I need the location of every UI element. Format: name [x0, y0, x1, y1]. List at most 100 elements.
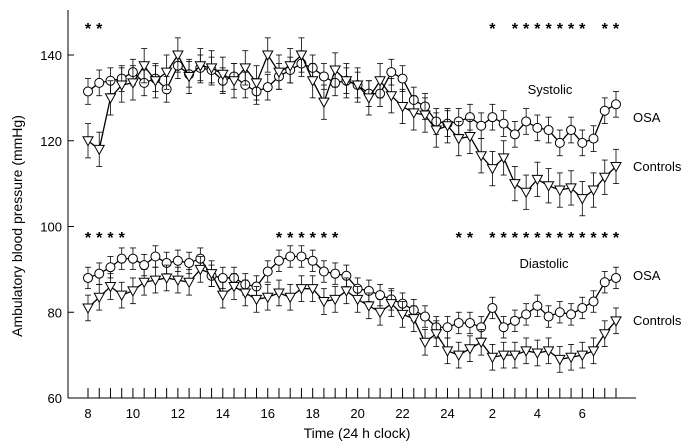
annotations: Systolic Diastolic OSA Controls OSA Cont…	[519, 82, 681, 328]
data-point-circle	[554, 137, 565, 148]
data-point-circle	[521, 309, 532, 320]
legend-diastolic-osa: OSA	[633, 268, 661, 283]
data-point-triangle	[565, 352, 577, 364]
data-point-triangle	[172, 50, 184, 62]
data-point-triangle	[441, 121, 454, 132]
data-point-triangle	[295, 284, 308, 295]
data-point-circle	[476, 120, 487, 131]
data-point-triangle	[598, 329, 611, 340]
data-point-triangle	[82, 303, 94, 314]
data-point-circle	[172, 255, 183, 266]
data-point-circle	[487, 112, 498, 123]
significance-asterisk-diastolic: *	[568, 230, 575, 247]
data-point-triangle	[587, 346, 600, 357]
data-point-circle	[588, 133, 599, 144]
data-point-triangle	[138, 277, 151, 289]
data-point-triangle	[430, 329, 443, 340]
data-point-circle	[577, 302, 588, 313]
legend-systolic-controls: Controls	[633, 159, 682, 174]
significance-asterisk-diastolic: *	[579, 230, 586, 247]
data-point-circle	[307, 255, 318, 266]
data-point-circle	[611, 272, 621, 283]
data-point-circle	[127, 253, 138, 264]
x-axis-label: Time (24 h clock)	[304, 425, 411, 441]
data-point-triangle	[228, 76, 240, 87]
significance-asterisk-systolic: *	[512, 21, 519, 38]
data-point-triangle	[520, 187, 532, 199]
data-point-triangle	[228, 282, 240, 293]
significance-asterisk-systolic: *	[568, 21, 575, 38]
data-point-triangle	[385, 91, 398, 102]
data-point-triangle	[104, 93, 117, 104]
data-point-circle	[543, 125, 554, 136]
data-point-triangle	[452, 350, 465, 362]
data-point-circle	[566, 125, 577, 136]
data-point-triangle	[351, 294, 364, 306]
data-point-triangle	[318, 297, 330, 308]
data-point-triangle	[205, 269, 218, 280]
data-point-circle	[543, 311, 554, 322]
significance-asterisk-diastolic: *	[557, 230, 564, 247]
data-point-triangle	[160, 67, 173, 79]
significance-asterisk-systolic: *	[602, 21, 609, 38]
significance-asterisk-diastolic: *	[287, 230, 294, 247]
significance-asterisk-systolic: *	[523, 21, 530, 38]
data-point-circle	[318, 71, 329, 82]
x-tick-label: 6	[579, 406, 586, 421]
data-point-circle	[375, 290, 386, 301]
data-point-triangle	[93, 292, 106, 304]
data-point-circle	[386, 67, 397, 78]
data-point-triangle	[261, 292, 274, 304]
significance-asterisk-diastolic: *	[534, 230, 541, 247]
significance-markers: * * * * * * * * * * * ** * * * * * * * * * * * * * * * * * * * * * * *	[85, 21, 620, 247]
y-tick-label: 140	[40, 48, 62, 63]
data-point-triangle	[509, 179, 521, 190]
x-tick-label: 14	[216, 406, 230, 421]
data-point-triangle	[610, 161, 622, 173]
x-tick-label: 16	[261, 406, 275, 421]
data-point-triangle	[475, 151, 488, 162]
data-point-triangle	[576, 350, 589, 362]
significance-asterisk-systolic: *	[557, 21, 564, 38]
data-point-triangle	[576, 194, 589, 205]
significance-asterisk-diastolic: *	[310, 230, 317, 247]
significance-asterisk-diastolic: *	[96, 230, 103, 247]
significance-asterisk-diastolic: *	[545, 230, 552, 247]
data-point-triangle	[419, 337, 431, 349]
data-point-triangle	[295, 50, 308, 62]
data-point-triangle	[273, 67, 285, 79]
data-point-circle	[588, 296, 599, 307]
data-point-circle	[498, 118, 509, 129]
data-point-triangle	[306, 284, 319, 295]
series-layer	[82, 37, 622, 373]
data-point-triangle	[363, 93, 375, 104]
significance-asterisk-diastolic: *	[119, 230, 126, 247]
data-point-triangle	[610, 316, 622, 327]
data-point-triangle	[127, 286, 139, 297]
x-tick-label: 18	[305, 406, 319, 421]
data-point-circle	[330, 268, 341, 279]
significance-asterisk-systolic: *	[96, 21, 103, 38]
significance-asterisk-diastolic: *	[107, 230, 114, 247]
data-point-triangle	[216, 69, 229, 81]
data-point-circle	[487, 302, 498, 313]
data-point-circle	[464, 317, 475, 328]
data-point-triangle	[172, 275, 184, 287]
data-point-circle	[532, 300, 543, 311]
data-point-triangle	[273, 288, 285, 299]
x-tick-label: 22	[395, 406, 409, 421]
data-point-circle	[509, 315, 520, 326]
data-point-triangle	[205, 63, 218, 74]
data-point-triangle	[385, 299, 398, 310]
significance-asterisk-diastolic: *	[523, 230, 530, 247]
x-axis: 8 10 12 14 16 18 20 22 24 2 4 6 Time (24 h clock)	[68, 388, 636, 441]
data-point-triangle	[565, 183, 577, 194]
data-point-circle	[554, 307, 565, 318]
data-point-circle	[498, 322, 509, 333]
data-point-circle	[318, 266, 329, 277]
data-point-triangle	[374, 307, 386, 319]
data-point-circle	[442, 322, 453, 333]
data-point-triangle	[149, 275, 162, 287]
data-point-circle	[94, 268, 105, 279]
data-point-circle	[184, 257, 195, 268]
